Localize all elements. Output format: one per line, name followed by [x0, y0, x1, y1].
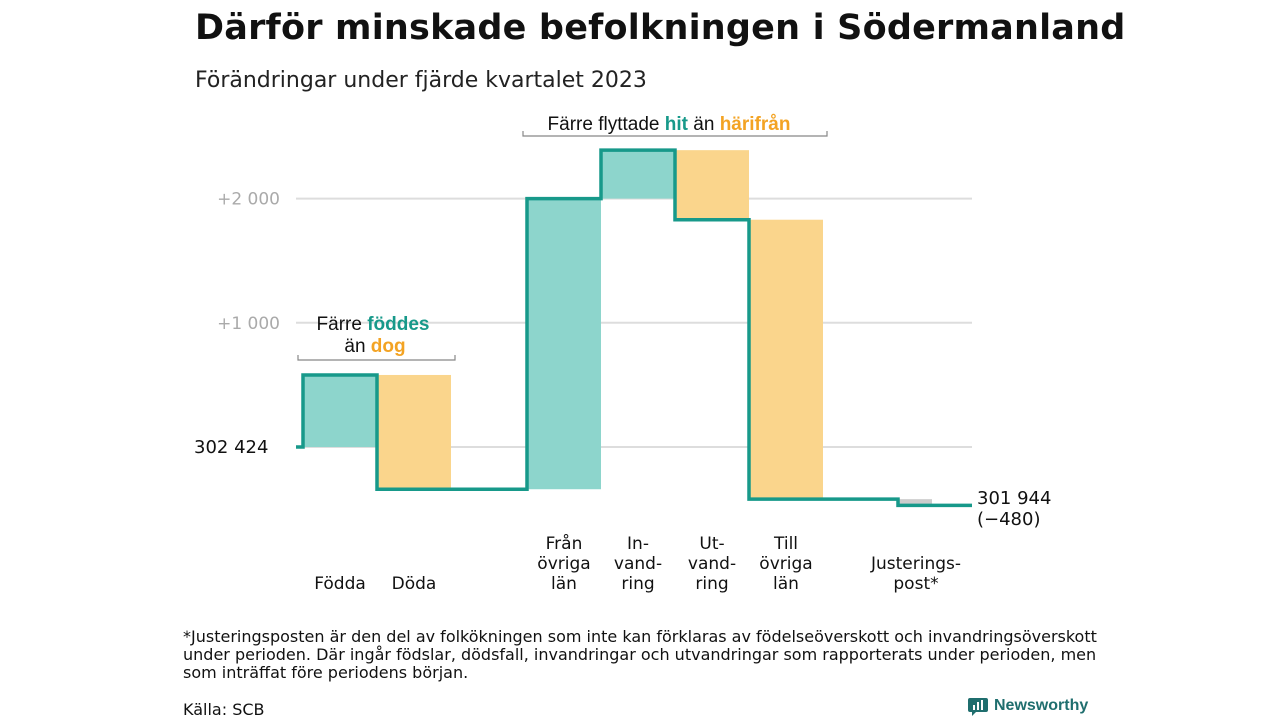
category-label: Födda — [314, 574, 366, 594]
chart-subtitle: Förändringar under fjärde kvartalet 2023 — [195, 68, 647, 93]
bar-döda — [377, 374, 451, 490]
y-tick-label: +1 000 — [217, 314, 280, 334]
annotation-births-deaths: Färre föddes — [317, 314, 430, 335]
waterfall-chart: +2 000 +1 000 Födda Döda Från övriga län In-van… — [194, 114, 1051, 594]
newsworthy-logo: Newsworthy — [968, 696, 1088, 716]
category-label: In-vand-ring — [614, 534, 662, 594]
bar-chart-icon — [968, 698, 988, 716]
y-tick-label: +2 000 — [217, 190, 280, 210]
cumulative-step-line — [296, 148, 972, 508]
end-change-label: (−480) — [977, 509, 1040, 530]
start-value-label: 302 424 — [194, 437, 268, 458]
category-label: Döda — [392, 574, 437, 594]
annotation-births-deaths-line2: än dog — [344, 336, 405, 357]
bar-invandring — [601, 150, 675, 199]
annotation-bracket — [297, 355, 456, 361]
bar-födda — [303, 374, 377, 447]
footnote: *Justeringsposten är den del av folkökni… — [183, 627, 1097, 682]
annotation-bracket — [522, 131, 828, 137]
bar-tillövrigalän — [749, 219, 823, 500]
annotation-migration: Färre flyttade hit än härifrån — [548, 114, 791, 135]
category-label: Justerings-post* — [870, 554, 961, 594]
bar-utvandring — [675, 150, 749, 220]
brand-name: Newsworthy — [994, 697, 1089, 714]
chart-title: Därför minskade befolkningen i Södermanl… — [195, 8, 1126, 48]
bar-frånövrigalän — [527, 198, 601, 490]
source-note: Källa: SCB — [183, 700, 265, 719]
category-label: Till övriga län — [759, 534, 812, 594]
category-label: Ut-vand-ring — [688, 534, 736, 594]
category-label: Från övriga län — [537, 533, 590, 594]
bar-justeringspost — [898, 499, 932, 506]
end-value-label: 301 944 — [977, 488, 1051, 509]
